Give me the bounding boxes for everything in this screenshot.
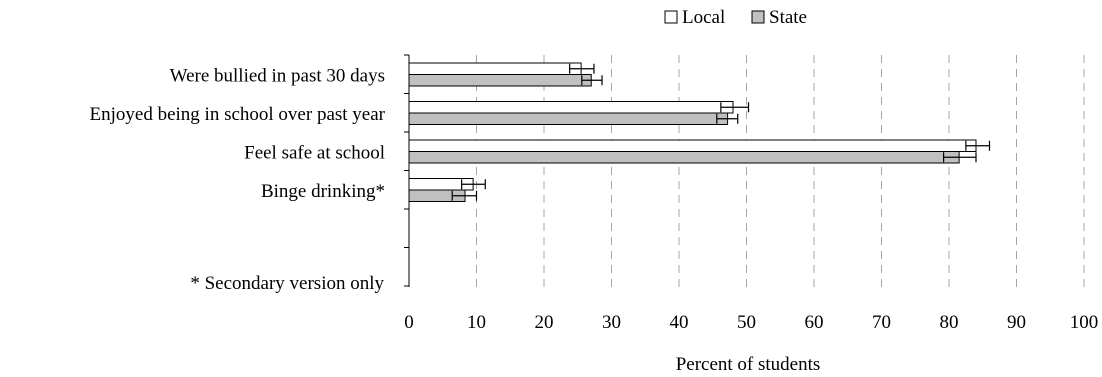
error-bars — [451, 63, 991, 201]
legend-item-state: State — [751, 7, 807, 28]
error-bar-local-1 — [569, 63, 595, 74]
gridlines — [476, 55, 1085, 287]
x-tick-label: 80 — [940, 312, 959, 333]
category-label: Binge drinking* — [261, 181, 385, 202]
footnote: * Secondary version only — [190, 273, 384, 294]
bar-local-3 — [408, 139, 977, 152]
legend: Local State — [664, 7, 807, 28]
bar-local-1 — [408, 62, 582, 75]
x-tick-label: 40 — [670, 312, 689, 333]
bar-local-2 — [408, 101, 734, 114]
x-tick-label: 90 — [1007, 312, 1026, 333]
x-tick-label: 70 — [872, 312, 891, 333]
x-tick-label: 30 — [602, 312, 621, 333]
x-axis-title: Percent of students — [676, 354, 821, 375]
error-bar-local-4 — [461, 179, 486, 190]
legend-label: Local — [682, 7, 725, 28]
x-tick-label: 50 — [737, 312, 756, 333]
category-label: Were bullied in past 30 days — [170, 65, 385, 86]
legend-swatch — [751, 10, 765, 24]
x-tick-label: 100 — [1070, 312, 1099, 333]
bar-state-2 — [408, 112, 729, 125]
error-bar-state-3 — [942, 152, 977, 163]
bars — [408, 62, 977, 202]
category-label: Enjoyed being in school over past year — [90, 104, 386, 125]
legend-label: State — [769, 7, 807, 28]
legend-swatch — [664, 10, 678, 24]
x-tick-label: 0 — [404, 312, 414, 333]
bar-state-3 — [408, 151, 960, 164]
tick-labels: 0 10 20 30 40 50 60 70 80 90 100 — [404, 312, 1098, 333]
error-bar-local-2 — [720, 102, 750, 113]
category-labels: Were bullied in past 30 days Enjoyed bein… — [90, 65, 386, 202]
error-bar-local-3 — [965, 140, 991, 151]
category-label: Feel safe at school — [244, 142, 385, 163]
legend-item-local: Local — [664, 7, 725, 28]
x-tick-label: 60 — [805, 312, 824, 333]
error-bar-state-1 — [581, 75, 603, 86]
x-tick-label: 20 — [535, 312, 554, 333]
axes — [404, 54, 410, 287]
error-bar-state-4 — [451, 190, 478, 201]
error-bar-state-2 — [716, 113, 739, 124]
bar-state-1 — [408, 74, 592, 87]
x-tick-label: 10 — [467, 312, 486, 333]
